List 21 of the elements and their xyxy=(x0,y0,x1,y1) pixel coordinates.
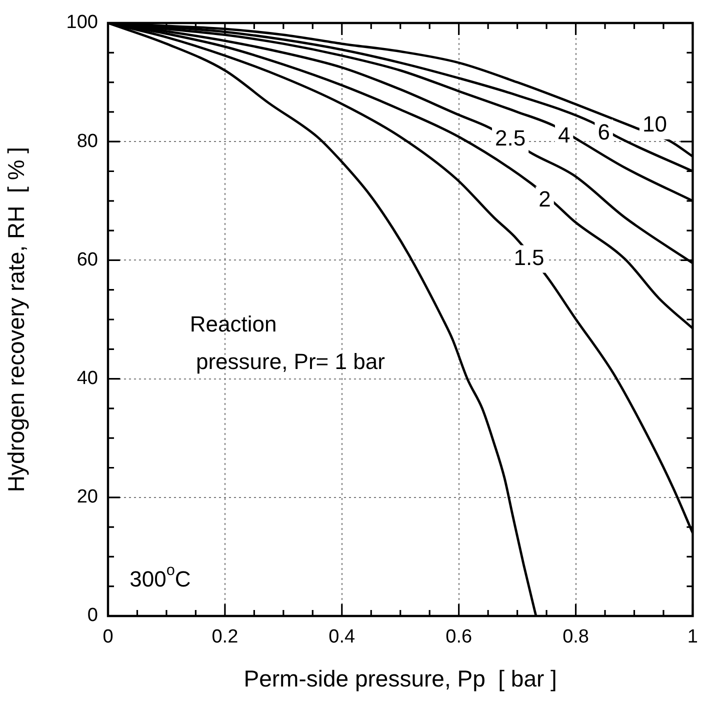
y-axis-title: Hydrogen recovery rate, RH [ % ] xyxy=(3,146,30,492)
y-tick-label: 40 xyxy=(76,368,98,390)
annotation: 6 xyxy=(598,119,610,144)
y-tick-label: 100 xyxy=(66,12,98,34)
y-tick-label: 80 xyxy=(76,130,98,152)
x-tick-label: 0.6 xyxy=(446,626,472,648)
x-axis-title: Perm-side pressure, Pp [ bar ] xyxy=(244,666,557,692)
x-tick-label: 0.4 xyxy=(328,626,356,648)
x-tick-label: 0.8 xyxy=(562,626,589,648)
y-tick-label: 60 xyxy=(76,249,98,270)
y-tick-label: 0 xyxy=(87,605,98,626)
x-tick-label: 1 xyxy=(687,626,698,648)
annotation: Reaction pressure, Pr= 1 bar xyxy=(190,311,385,374)
annotation: 2.5 xyxy=(494,125,526,150)
x-tick-label: 0.2 xyxy=(212,626,238,648)
annotation: 4 xyxy=(558,122,570,148)
annotation: 1.5 xyxy=(514,245,544,270)
annotation: 10 xyxy=(642,112,667,137)
x-tick-label: 0 xyxy=(102,626,114,648)
annotation: 2 xyxy=(538,186,551,212)
y-tick-label: 20 xyxy=(76,486,98,508)
